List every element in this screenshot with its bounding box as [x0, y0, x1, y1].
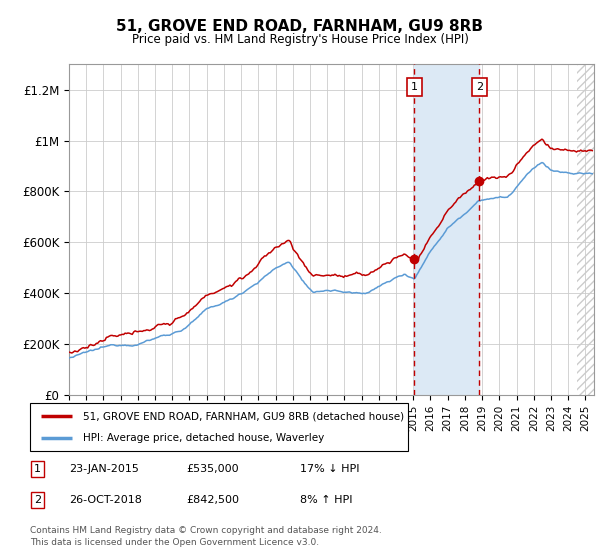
Text: £535,000: £535,000 — [186, 464, 239, 474]
FancyBboxPatch shape — [30, 403, 408, 451]
Text: 1: 1 — [411, 82, 418, 92]
Text: 23-JAN-2015: 23-JAN-2015 — [69, 464, 139, 474]
Text: 26-OCT-2018: 26-OCT-2018 — [69, 495, 142, 505]
Text: 51, GROVE END ROAD, FARNHAM, GU9 8RB: 51, GROVE END ROAD, FARNHAM, GU9 8RB — [116, 20, 484, 34]
Text: 2: 2 — [34, 495, 41, 505]
Text: 1: 1 — [34, 464, 41, 474]
Text: 8% ↑ HPI: 8% ↑ HPI — [300, 495, 353, 505]
Text: 2: 2 — [476, 82, 483, 92]
Text: 17% ↓ HPI: 17% ↓ HPI — [300, 464, 359, 474]
Text: Contains HM Land Registry data © Crown copyright and database right 2024.
This d: Contains HM Land Registry data © Crown c… — [30, 526, 382, 547]
Text: HPI: Average price, detached house, Waverley: HPI: Average price, detached house, Wave… — [83, 433, 324, 443]
Text: 51, GROVE END ROAD, FARNHAM, GU9 8RB (detached house): 51, GROVE END ROAD, FARNHAM, GU9 8RB (de… — [83, 411, 404, 421]
Bar — [415, 64, 479, 395]
Text: £842,500: £842,500 — [186, 495, 239, 505]
Text: Price paid vs. HM Land Registry's House Price Index (HPI): Price paid vs. HM Land Registry's House … — [131, 32, 469, 46]
